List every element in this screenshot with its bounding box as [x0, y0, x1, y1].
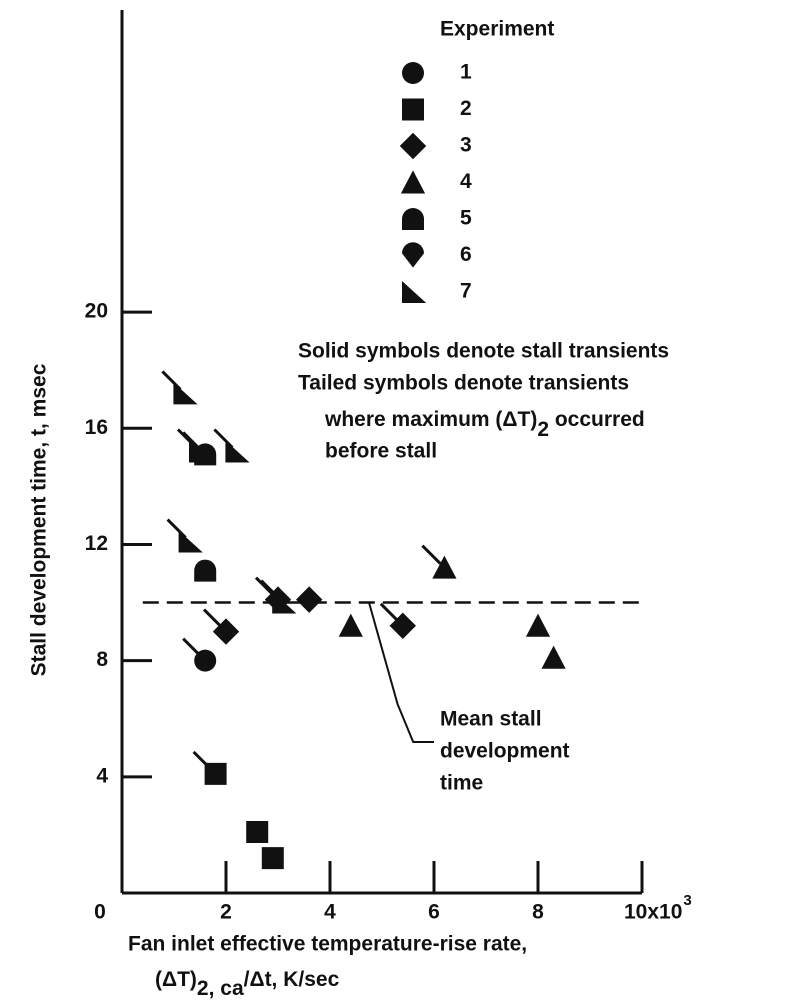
legend-label: 6	[460, 243, 472, 266]
legend-title: Experiment	[440, 18, 554, 41]
marker	[189, 440, 214, 463]
note: Solid symbols denote stall transients	[298, 340, 669, 363]
annotation: time	[440, 772, 483, 795]
marker	[541, 645, 566, 669]
legend-symbol	[400, 170, 426, 194]
legend-label: 2	[460, 97, 472, 120]
note-part: where maximum (ΔT)	[324, 408, 537, 431]
x-tick-label: 8	[532, 901, 544, 924]
marker-tail	[379, 602, 400, 623]
marker	[261, 847, 284, 870]
marker	[173, 382, 198, 405]
marker	[194, 559, 217, 582]
x-tick-label: 4	[324, 901, 336, 924]
y-tick-label: 20	[85, 300, 108, 323]
marker	[296, 586, 323, 613]
marker-tail	[254, 576, 276, 597]
legend-label: 5	[460, 207, 472, 230]
legend-symbol	[402, 208, 424, 230]
marker	[246, 821, 269, 844]
marker	[204, 762, 227, 785]
x-axis-label: Fan inlet effective temperature-rise rat…	[128, 933, 527, 956]
marker	[338, 613, 363, 637]
marker-tail	[421, 544, 442, 565]
legend-label: 4	[460, 170, 472, 193]
annotation: Mean stall	[440, 708, 542, 731]
note-subscript: 2	[537, 418, 549, 441]
y-axis-label: Stall development time, t, msec	[28, 363, 51, 676]
annotation: development	[440, 740, 570, 763]
legend-symbol	[402, 242, 424, 268]
note-part: occurred	[549, 408, 645, 431]
legend-label: 7	[460, 280, 472, 303]
y-tick-label: 16	[85, 416, 108, 439]
x-axis-label: (ΔT)2, ca/Δt, K/sec	[155, 968, 340, 1000]
x-tick-exponent: 3	[683, 892, 691, 909]
x-label-subscript: 2, ca	[197, 977, 244, 1000]
marker	[194, 649, 217, 672]
marker	[272, 591, 297, 614]
x-label-part: /Δt, K/sec	[244, 968, 340, 991]
y-tick-label: 8	[96, 648, 108, 671]
x-tick-label: 0	[94, 901, 106, 924]
note: where maximum (ΔT)2 occurred	[324, 408, 645, 441]
marker-tail	[202, 608, 224, 629]
y-tick-label: 12	[85, 532, 108, 555]
note: Tailed symbols denote transients	[298, 372, 629, 395]
legend-label: 1	[460, 61, 472, 84]
marker	[225, 440, 250, 463]
legend-symbol	[399, 132, 427, 160]
x-label-part: (ΔT)	[155, 968, 197, 991]
leader-line	[368, 602, 434, 743]
legend-label: 3	[460, 134, 472, 157]
legend-symbol	[402, 98, 424, 121]
x-tick-label: 10x10	[624, 901, 682, 924]
legend-symbol	[402, 281, 427, 303]
marker	[212, 618, 240, 645]
y-tick-label: 4	[96, 764, 108, 787]
marker	[525, 613, 551, 637]
marker	[389, 612, 416, 639]
marker	[178, 530, 203, 553]
legend-symbol	[402, 62, 424, 84]
x-tick-label: 6	[428, 901, 440, 924]
marker	[432, 555, 457, 579]
x-tick-label: 2	[220, 901, 232, 924]
note: before stall	[325, 440, 437, 463]
